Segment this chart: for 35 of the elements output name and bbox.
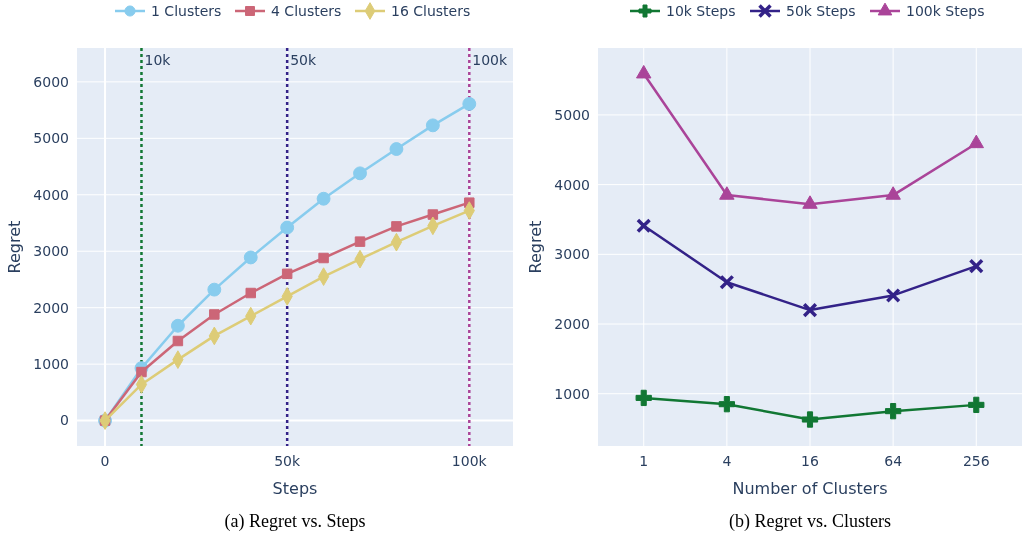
y-tick-label: 0	[60, 412, 69, 429]
x-tick-label: 4	[722, 453, 732, 469]
ref-line-label: 10k	[144, 52, 172, 68]
x-tick-label: 1	[639, 453, 649, 469]
x-axis-title: Number of Clusters	[732, 479, 888, 498]
y-tick-label: 1000	[554, 385, 590, 402]
text: (a) Regret vs. Steps	[224, 511, 366, 532]
x-axis-title: Steps	[272, 479, 318, 498]
legend-label: 100k Steps	[906, 2, 985, 19]
legend-label: 16 Clusters	[391, 2, 471, 19]
y-tick-label: 2000	[33, 299, 69, 316]
y-tick-label: 1000	[33, 356, 69, 373]
y-axis-title: Regret	[5, 220, 24, 274]
y-tick-label: 2000	[554, 315, 590, 332]
ref-line-label: 100k	[472, 52, 509, 68]
x-tick-label: 50k	[274, 453, 302, 469]
x-tick-label: 64	[884, 453, 903, 469]
legend-label: 10k Steps	[666, 2, 736, 19]
y-tick-label: 3000	[33, 243, 69, 260]
legend-label: 4 Clusters	[271, 2, 342, 19]
y-tick-label: 5000	[554, 106, 590, 123]
legend-label: 1 Clusters	[151, 2, 222, 19]
ref-line-label: 50k	[290, 52, 317, 68]
y-tick-label: 3000	[554, 246, 590, 263]
y-tick-label: 6000	[33, 73, 69, 90]
legend-label: 50k Steps	[786, 2, 856, 19]
y-tick-label: 5000	[33, 130, 69, 147]
y-tick-label: 4000	[554, 176, 590, 193]
x-tick-label: 0	[100, 453, 110, 469]
x-tick-label: 256	[962, 453, 990, 469]
y-axis-title: Regret	[526, 220, 545, 274]
x-tick-label: 16	[801, 453, 819, 469]
text: (b) Regret vs. Clusters	[729, 511, 891, 532]
x-tick-label: 100k	[451, 453, 488, 469]
y-tick-label: 4000	[33, 186, 69, 203]
